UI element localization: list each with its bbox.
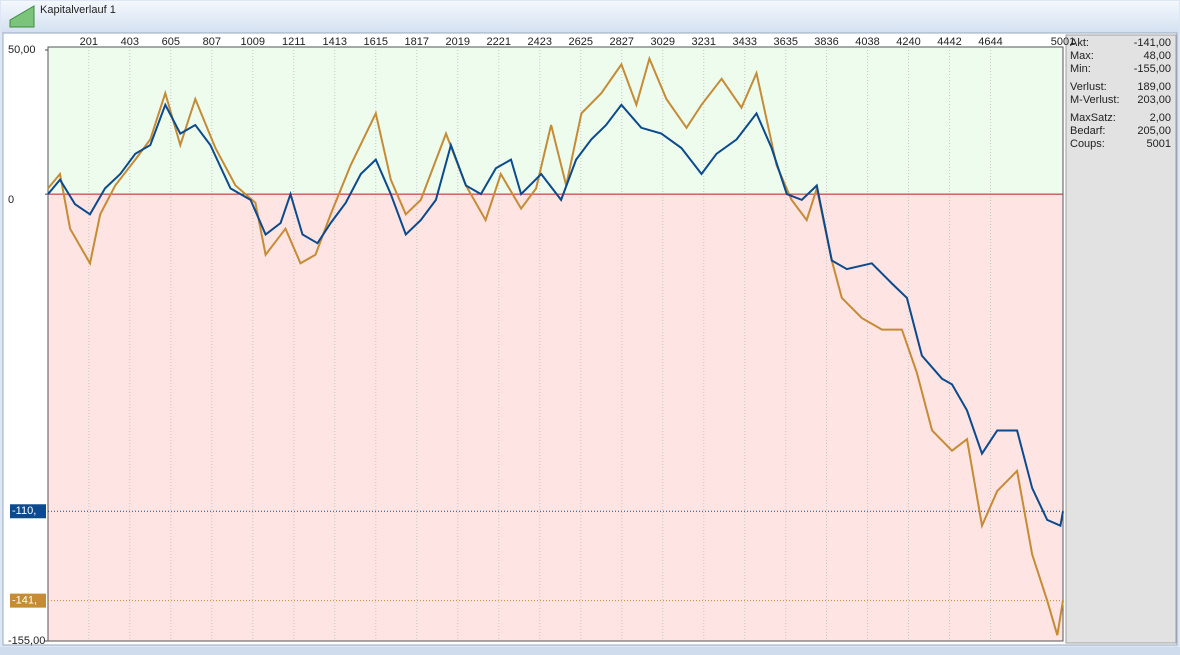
marker-label: -110, (12, 505, 36, 517)
stat-value: 2,00 (1150, 112, 1171, 124)
y-tick-label: 50,00 (8, 44, 36, 56)
x-tick-label: 2827 (610, 36, 634, 48)
x-tick-label: 2019 (446, 36, 470, 48)
stat-label: MaxSatz: (1070, 112, 1116, 124)
x-tick-label: 807 (203, 36, 221, 48)
negative-region (48, 194, 1063, 641)
x-tick-label: 4038 (855, 36, 879, 48)
positive-region (48, 47, 1063, 195)
stat-label: Max: (1070, 50, 1094, 62)
series-line (47, 102, 1064, 528)
stat-value: 205,00 (1137, 125, 1171, 137)
x-tick-label: 605 (162, 36, 180, 48)
stats-panel (1065, 34, 1177, 644)
window-title: Kapitalverlauf 1 (40, 4, 116, 16)
x-tick-label: 4240 (896, 36, 920, 48)
status-bar (0, 647, 1180, 655)
x-tick-label: 1817 (405, 36, 429, 48)
x-tick-label: 403 (121, 36, 139, 48)
x-tick-label: 3433 (733, 36, 757, 48)
x-tick-label: 2625 (569, 36, 593, 48)
stat-label: Bedarf: (1070, 125, 1105, 137)
stat-value: 48,00 (1143, 50, 1171, 62)
x-tick-label: 3231 (692, 36, 716, 48)
title-bar (1, 1, 1179, 33)
marker-box (10, 504, 46, 519)
stat-value: -155,00 (1134, 63, 1171, 75)
stat-value: 189,00 (1137, 81, 1171, 93)
stat-value: 5001 (1147, 138, 1171, 150)
x-tick-label: 4644 (978, 36, 1002, 48)
chart-icon (9, 5, 35, 28)
x-tick-label: 1413 (323, 36, 347, 48)
stat-label: Coups: (1070, 138, 1105, 150)
x-tick-label: 3029 (651, 36, 675, 48)
plot-border (47, 46, 1064, 642)
x-tick-label: 3836 (814, 36, 838, 48)
stat-label: Verlust: (1070, 81, 1107, 93)
y-tick-label: 0 (8, 194, 14, 206)
x-tick-label: 4442 (937, 36, 961, 48)
marker-box (10, 593, 46, 608)
stat-label: Min: (1070, 63, 1091, 75)
marker-label: -141, (12, 595, 37, 607)
x-tick-label: 201 (80, 36, 98, 48)
x-tick-label: 1615 (364, 36, 388, 48)
x-tick-label: 1211 (282, 36, 306, 48)
y-tick-label: -155,00 (8, 635, 45, 647)
x-tick-label: 3635 (774, 36, 798, 48)
stat-label: M-Verlust: (1070, 94, 1120, 106)
x-tick-label: 2423 (528, 36, 552, 48)
stat-value: -141,00 (1134, 37, 1171, 49)
stat-label: Akt: (1070, 37, 1089, 49)
x-tick-label: 2221 (487, 36, 511, 48)
x-tick-label: 1009 (241, 36, 265, 48)
x-tick-label: 5001 (1051, 36, 1075, 48)
stat-value: 203,00 (1137, 94, 1171, 106)
